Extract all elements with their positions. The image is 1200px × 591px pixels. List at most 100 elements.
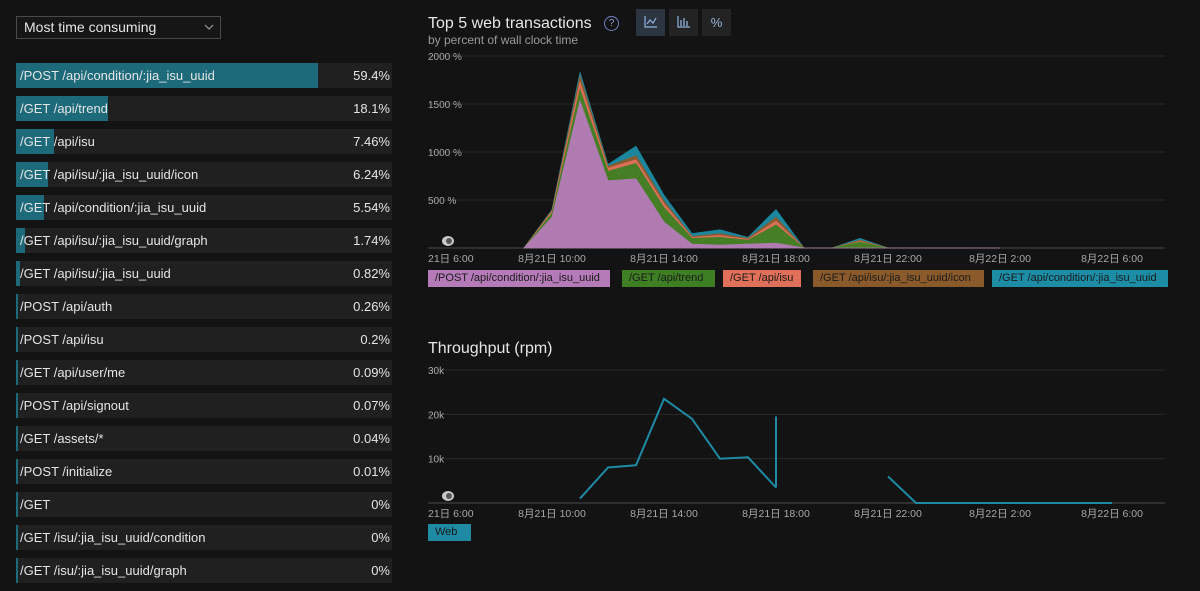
transaction-bar bbox=[16, 360, 18, 385]
throughput-xtick-label: 8月21日 18:00 bbox=[742, 508, 810, 520]
top5-origin-marker-pupil bbox=[446, 238, 452, 244]
top5-legend-item[interactable]: /GET /api/trend bbox=[622, 270, 715, 287]
transaction-name: /GET /api/user/me bbox=[20, 365, 126, 380]
transaction-bar bbox=[16, 195, 45, 220]
transaction-row[interactable]: /POST /api/signout 0.07% bbox=[16, 393, 392, 418]
transaction-name: /GET /isu/:jia_isu_uuid/condition bbox=[20, 530, 206, 545]
chevron-down-icon bbox=[204, 24, 214, 30]
transaction-value: 5.54% bbox=[353, 200, 390, 215]
transaction-name: /GET /api/trend bbox=[20, 101, 108, 116]
top5-xtick-label: 8月21日 22:00 bbox=[854, 253, 922, 265]
percent-button[interactable]: % bbox=[702, 9, 731, 36]
transaction-row[interactable]: /POST /api/auth 0.26% bbox=[16, 294, 392, 319]
top5-chart-subtitle: by percent of wall clock time bbox=[428, 33, 579, 47]
top5-legend-item[interactable]: /GET /api/condition/:jia_isu_uuid bbox=[992, 270, 1168, 287]
bar-chart-button[interactable] bbox=[669, 9, 698, 36]
top5-ytick-label: 1000 % bbox=[428, 148, 462, 159]
area-chart-icon bbox=[643, 16, 657, 28]
transaction-row[interactable]: /GET /api/trend 18.1% bbox=[16, 96, 392, 121]
top5-legend-item[interactable]: /GET /api/isu/:jia_isu_uuid/icon bbox=[813, 270, 984, 287]
transaction-name: /GET /api/isu/:jia_isu_uuid bbox=[20, 266, 171, 281]
throughput-chart-title: Throughput (rpm) bbox=[428, 340, 553, 357]
throughput-line bbox=[579, 397, 777, 500]
transaction-value: 1.74% bbox=[353, 233, 390, 248]
top5-legend-item[interactable]: /GET /api/isu bbox=[723, 270, 801, 287]
transaction-row[interactable]: /GET /isu/:jia_isu_uuid/condition 0% bbox=[16, 525, 392, 550]
transaction-value: 59.4% bbox=[353, 68, 390, 83]
transaction-name: /POST /api/isu bbox=[20, 332, 104, 347]
sort-select[interactable]: Most time consuming bbox=[16, 16, 221, 39]
transaction-value: 0.26% bbox=[353, 299, 390, 314]
transaction-value: 6.24% bbox=[353, 167, 390, 182]
transaction-bar bbox=[16, 63, 318, 88]
top5-xtick-label: 8月21日 18:00 bbox=[742, 253, 810, 265]
throughput-legend-web[interactable]: Web bbox=[428, 524, 471, 541]
top5-ytick-label: 500 % bbox=[428, 196, 456, 207]
top5-series-area bbox=[523, 99, 1000, 249]
transaction-bar bbox=[16, 525, 18, 550]
throughput-origin-marker-pupil bbox=[446, 493, 452, 499]
top5-chart-title: Top 5 web transactions bbox=[428, 15, 592, 32]
throughput-line bbox=[887, 475, 1112, 504]
top5-legend-item[interactable]: /POST /api/condition/:jia_isu_uuid bbox=[428, 270, 610, 287]
top5-chart: 500 % 1000 % 1500 % 2000 % 21日 6:00 8月21日 10:… bbox=[428, 52, 1165, 265]
transaction-name: /GET /api/isu/:jia_isu_uuid/icon bbox=[20, 167, 199, 182]
throughput-ytick-label: 20k bbox=[428, 410, 445, 421]
transaction-name: /GET /api/condition/:jia_isu_uuid bbox=[20, 200, 207, 215]
transaction-bar bbox=[16, 228, 25, 253]
transaction-value: 0% bbox=[371, 563, 390, 578]
transaction-bar bbox=[16, 327, 18, 352]
transaction-row[interactable]: /GET 0% bbox=[16, 492, 392, 517]
transaction-bar bbox=[16, 426, 18, 451]
transaction-bar bbox=[16, 96, 109, 121]
area-chart-button[interactable] bbox=[636, 9, 665, 36]
transaction-row[interactable]: /GET /isu/:jia_isu_uuid/graph 0% bbox=[16, 558, 392, 583]
transaction-row[interactable]: /POST /initialize 0.01% bbox=[16, 459, 392, 484]
transaction-row[interactable]: /POST /api/condition/:jia_isu_uuid 59.4% bbox=[16, 63, 392, 88]
top5-xtick-label: 8月22日 2:00 bbox=[969, 253, 1031, 265]
help-icon[interactable]: ? bbox=[604, 16, 619, 31]
transaction-row[interactable]: /GET /api/user/me 0.09% bbox=[16, 360, 392, 385]
transaction-value: 0.2% bbox=[360, 332, 390, 347]
transaction-value: 7.46% bbox=[353, 134, 390, 149]
transaction-bar bbox=[16, 459, 18, 484]
throughput-chart: 10k 20k 30k 21日 6:00 8月21日 10:00 8月21日 14:00 8… bbox=[428, 366, 1165, 520]
top5-xtick-label: 8月21日 10:00 bbox=[518, 253, 586, 265]
transaction-row[interactable]: /GET /api/isu/:jia_isu_uuid 0.82% bbox=[16, 261, 392, 286]
top5-ytick-label: 1500 % bbox=[428, 100, 462, 111]
transaction-name: /GET /api/isu/:jia_isu_uuid/graph bbox=[20, 233, 208, 248]
top5-xtick-label: 8月22日 6:00 bbox=[1081, 253, 1143, 265]
throughput-xtick-label: 8月21日 14:00 bbox=[630, 508, 698, 520]
transaction-bar bbox=[16, 492, 18, 517]
bar-chart-icon bbox=[676, 16, 690, 28]
transaction-bar bbox=[16, 558, 18, 583]
transaction-name: /GET /isu/:jia_isu_uuid/graph bbox=[20, 563, 187, 578]
transaction-name: /POST /api/signout bbox=[20, 398, 129, 413]
throughput-legend-label: Web bbox=[435, 526, 458, 538]
transaction-value: 0% bbox=[371, 530, 390, 545]
transaction-value: 0.07% bbox=[353, 398, 390, 413]
sort-select-value: Most time consuming bbox=[24, 19, 157, 35]
transaction-value: 18.1% bbox=[353, 101, 390, 116]
transaction-row[interactable]: /POST /api/isu 0.2% bbox=[16, 327, 392, 352]
transaction-value: 0.01% bbox=[353, 464, 390, 479]
percent-icon: % bbox=[710, 15, 723, 30]
throughput-xtick-label: 8月21日 22:00 bbox=[854, 508, 922, 520]
transaction-row[interactable]: /GET /api/condition/:jia_isu_uuid 5.54% bbox=[16, 195, 392, 220]
transaction-name: /POST /initialize bbox=[20, 464, 113, 479]
transaction-row[interactable]: /GET /assets/* 0.04% bbox=[16, 426, 392, 451]
transaction-bar bbox=[16, 129, 54, 154]
transaction-bar bbox=[16, 294, 18, 319]
transaction-row[interactable]: /GET /api/isu 7.46% bbox=[16, 129, 392, 154]
top5-ytick-label: 2000 % bbox=[428, 52, 462, 63]
transaction-row[interactable]: /GET /api/isu/:jia_isu_uuid/graph 1.74% bbox=[16, 228, 392, 253]
throughput-ytick-label: 10k bbox=[428, 455, 445, 466]
throughput-xtick-label: 8月22日 2:00 bbox=[969, 508, 1031, 520]
throughput-xtick-label: 8月21日 10:00 bbox=[518, 508, 586, 520]
top5-xtick-label: 8月21日 14:00 bbox=[630, 253, 698, 265]
transaction-list: /POST /api/condition/:jia_isu_uuid 59.4% /… bbox=[16, 63, 392, 591]
transaction-name: /POST /api/auth bbox=[20, 299, 113, 314]
transaction-bar bbox=[16, 393, 18, 418]
transaction-name: /POST /api/condition/:jia_isu_uuid bbox=[20, 68, 215, 83]
transaction-row[interactable]: /GET /api/isu/:jia_isu_uuid/icon 6.24% bbox=[16, 162, 392, 187]
